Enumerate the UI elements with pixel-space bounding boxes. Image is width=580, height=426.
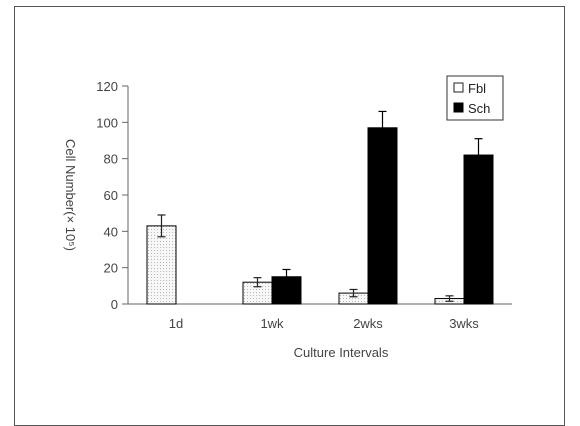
legend-swatch-fbl — [453, 82, 464, 93]
error-bar-sch-1wk — [282, 268, 291, 285]
y-tick-label: 80 — [104, 152, 118, 167]
error-bars — [157, 110, 483, 302]
y-tick-label: 40 — [104, 224, 118, 239]
error-bar-sch-2wks — [378, 110, 387, 145]
x-ticks: 1d 1wk 2wks 3wks — [169, 316, 480, 331]
x-tick-label: 1d — [169, 316, 183, 331]
error-bar-fbl-3wks — [445, 295, 454, 302]
y-tick-label: 100 — [96, 115, 118, 130]
bar-sch-2wks — [367, 127, 398, 305]
legend: Fbl Sch — [446, 75, 504, 121]
error-bar-fbl-1d — [157, 214, 166, 238]
legend-label-sch: Sch — [468, 101, 490, 116]
bar-fbl-1d — [146, 225, 177, 305]
bars — [146, 127, 494, 305]
y-tick-label: 0 — [111, 297, 118, 312]
y-tick-label: 60 — [104, 188, 118, 203]
x-axis-title: Culture Intervals — [294, 345, 389, 360]
legend-label-fbl: Fbl — [468, 81, 486, 96]
error-bar-fbl-1wk — [253, 277, 262, 288]
error-bar-sch-3wks — [474, 138, 483, 172]
x-tick-label: 3wks — [449, 316, 479, 331]
y-ticks: 0 20 40 60 80 100 120 — [96, 79, 128, 312]
x-tick-label: 1wk — [260, 316, 284, 331]
legend-swatch-sch — [453, 102, 464, 113]
error-bar-fbl-2wks — [349, 288, 358, 298]
bar-chart: 0 20 40 60 80 100 120 1d 1wk 2wks 3wks Cell Numbe… — [63, 75, 512, 360]
x-tick-label: 2wks — [353, 316, 383, 331]
bar-sch-3wks — [463, 154, 494, 305]
y-tick-label: 20 — [104, 261, 118, 276]
y-tick-label: 120 — [96, 79, 118, 94]
y-axis-title: Cell Number(× 10⁵) — [63, 139, 78, 251]
